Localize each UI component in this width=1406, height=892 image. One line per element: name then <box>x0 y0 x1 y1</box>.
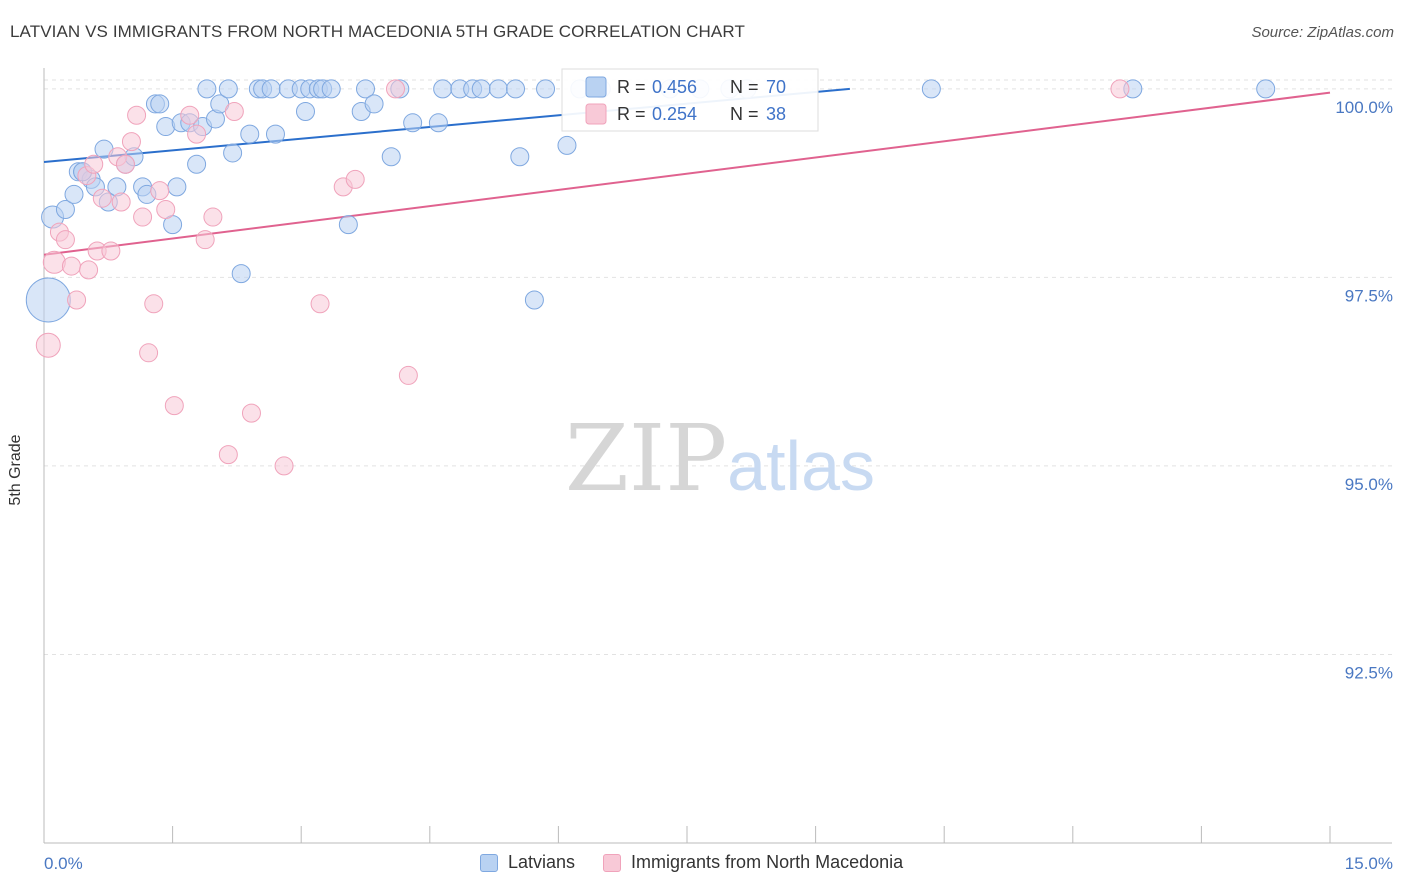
tick-labels: 92.5% 95.0% 97.5% 100.0% 0.0% 15.0% <box>44 98 1393 873</box>
legend-r-label-1: R = <box>617 77 646 97</box>
macedonia-trendline <box>43 91 1331 256</box>
latvians-point[interactable] <box>921 79 941 99</box>
latvians-point[interactable] <box>218 79 238 99</box>
macedonia-point[interactable] <box>133 207 153 227</box>
macedonia-point[interactable] <box>274 456 294 476</box>
latvians-point[interactable] <box>403 113 423 133</box>
x-tick-label-min: 0.0% <box>44 854 83 873</box>
macedonia-point[interactable] <box>156 200 176 220</box>
latvians-point[interactable] <box>321 79 341 99</box>
watermark: ZIPatlas <box>565 405 875 512</box>
legend-n-label-1: N = <box>730 77 759 97</box>
macedonia-point[interactable] <box>224 101 244 121</box>
y-tick-label: 97.5% <box>1345 286 1393 305</box>
latvians-point[interactable] <box>187 154 207 174</box>
latvians-point[interactable] <box>240 124 260 144</box>
latvians-point[interactable] <box>338 215 358 235</box>
macedonia-point[interactable] <box>241 403 261 423</box>
latvians-point[interactable] <box>231 264 251 284</box>
latvians-point[interactable] <box>536 79 556 99</box>
macedonia-point[interactable] <box>111 192 131 212</box>
axes <box>43 68 1392 844</box>
macedonia-point[interactable] <box>84 154 104 174</box>
gridlines <box>44 79 1392 655</box>
legend-n-label-2: N = <box>730 104 759 124</box>
macedonia-point[interactable] <box>92 188 112 208</box>
source-label: Source: ZipAtlas.com <box>1251 24 1394 41</box>
legend-swatch-macedonia <box>585 103 607 125</box>
latvians-point[interactable] <box>265 124 285 144</box>
latvians-point[interactable] <box>433 79 453 99</box>
legend-r-label-2: R = <box>617 104 646 124</box>
macedonia-point[interactable] <box>1110 79 1130 99</box>
latvians-point[interactable] <box>1256 79 1276 99</box>
latvians-point[interactable] <box>223 143 243 163</box>
latvians-point[interactable] <box>506 79 526 99</box>
macedonia-point[interactable] <box>180 105 200 125</box>
chart-title: LATVIAN VS IMMIGRANTS FROM NORTH MACEDON… <box>10 22 745 41</box>
latvians-point[interactable] <box>428 113 448 133</box>
macedonia-point[interactable] <box>101 241 121 261</box>
latvians-point[interactable] <box>364 94 384 114</box>
macedonia-point[interactable] <box>164 396 184 416</box>
legend-label-macedonia: Immigrants from North Macedonia <box>631 852 904 872</box>
latvians-point[interactable] <box>524 290 544 310</box>
latvians-point[interactable] <box>510 147 530 167</box>
legend-r-value-2: 0.254 <box>652 104 697 124</box>
legend-n-value-1: 70 <box>766 77 786 97</box>
macedonia-point[interactable] <box>187 124 207 144</box>
latvians-point[interactable] <box>55 200 75 220</box>
macedonia-point[interactable] <box>150 181 170 201</box>
latvians-point[interactable] <box>557 135 577 155</box>
macedonia-point[interactable] <box>345 169 365 189</box>
y-tick-label: 100.0% <box>1335 98 1393 117</box>
macedonia-point[interactable] <box>61 256 81 276</box>
macedonia-point[interactable] <box>144 294 164 314</box>
latvians-point[interactable] <box>488 79 508 99</box>
macedonia-point[interactable] <box>203 207 223 227</box>
latvians-point[interactable] <box>471 79 491 99</box>
legend-item-latvians[interactable]: Latvians <box>480 852 575 873</box>
y-tick-label: 95.0% <box>1345 475 1393 494</box>
latvians-point[interactable] <box>167 177 187 197</box>
latvians-point[interactable] <box>261 79 281 99</box>
macedonia-point[interactable] <box>218 445 238 465</box>
latvians-point[interactable] <box>197 79 217 99</box>
legend-n-value-2: 38 <box>766 104 786 124</box>
legend-marker-macedonia <box>603 853 622 872</box>
series-legend: Latvians Immigrants from North Macedonia <box>480 852 931 873</box>
macedonia-point[interactable] <box>139 343 159 363</box>
x-tick-label-max: 15.0% <box>1345 854 1393 873</box>
macedonia-point[interactable] <box>127 105 147 125</box>
data-points <box>25 79 1276 476</box>
macedonia-point[interactable] <box>386 79 406 99</box>
legend-marker-latvians <box>480 853 498 872</box>
legend-label-latvians: Latvians <box>508 852 576 872</box>
macedonia-point[interactable] <box>121 132 141 152</box>
latvians-point[interactable] <box>295 101 315 121</box>
latvians-point[interactable] <box>64 184 84 204</box>
legend-r-value-1: 0.456 <box>652 77 697 97</box>
latvians-point[interactable] <box>381 147 401 167</box>
latvians-point[interactable] <box>150 94 170 114</box>
macedonia-point[interactable] <box>398 365 418 385</box>
macedonia-point[interactable] <box>79 260 99 280</box>
macedonia-point[interactable] <box>310 294 330 314</box>
macedonia-point[interactable] <box>35 332 61 358</box>
macedonia-point[interactable] <box>67 290 87 310</box>
legend-item-macedonia[interactable]: Immigrants from North Macedonia <box>603 852 903 873</box>
stats-legend: R = 0.456 N = 70 R = 0.254 N = 38 <box>561 68 819 132</box>
macedonia-point[interactable] <box>195 230 215 250</box>
y-tick-label: 92.5% <box>1345 663 1393 682</box>
legend-swatch-latvians <box>585 76 607 98</box>
latvians-point[interactable] <box>25 277 71 323</box>
macedonia-point[interactable] <box>115 154 135 174</box>
macedonia-point[interactable] <box>55 230 75 250</box>
macedonia-point[interactable] <box>42 250 66 274</box>
latvians-point[interactable] <box>356 79 375 99</box>
